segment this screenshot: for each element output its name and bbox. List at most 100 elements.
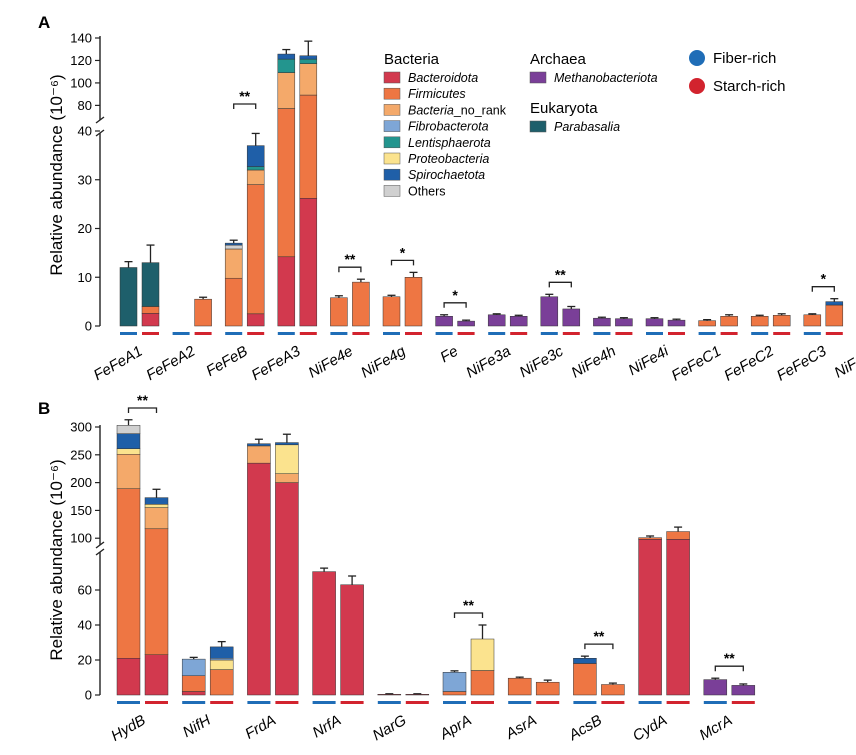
legend-item-label: Fiber-rich [713, 50, 776, 67]
x-tick-label: NrfA [310, 712, 344, 742]
group-indicator [601, 701, 625, 704]
legend-item-label: Spirochaetota [408, 168, 485, 182]
group-indicator [383, 332, 400, 335]
x-tick-label: FeFeC1 [669, 343, 724, 385]
bar-segment [116, 448, 141, 455]
significance-label: ** [239, 88, 250, 104]
bar-segment [275, 473, 299, 483]
bar-segment [116, 433, 141, 449]
bar-segment [470, 670, 495, 696]
bar-segment [116, 425, 141, 434]
legend-swatch [383, 120, 401, 132]
significance-bracket [443, 302, 467, 308]
panel-label: B [38, 399, 50, 418]
bar-segment [509, 316, 528, 327]
bar-segment [312, 571, 336, 696]
x-tick-label: NiFe3c [517, 342, 567, 381]
bar-segment [209, 659, 234, 670]
bar-segment [181, 675, 206, 692]
bar-segment [275, 442, 299, 446]
bar-segment [470, 638, 495, 671]
bar-segment [825, 301, 844, 306]
x-tick-label: NiFe4e [306, 343, 356, 382]
bar-segment [116, 453, 141, 489]
bar-segment [224, 244, 243, 250]
significance-bracket [127, 407, 158, 413]
significance-label: ** [344, 251, 355, 267]
legend-item-label: Others [408, 184, 446, 198]
group-indicator [275, 701, 299, 704]
legend-item-label: Bacteria_no_rank [408, 103, 507, 117]
group-indicator [562, 332, 580, 335]
legend-item-label: Bacteroidota [408, 71, 478, 85]
bar-segment [277, 72, 296, 109]
x-tick-label: Fe [437, 343, 461, 366]
group-indicator [405, 332, 422, 335]
axis-break-mark [95, 541, 105, 549]
legend-title: Eukaryota [530, 100, 598, 117]
group-indicator [573, 701, 597, 704]
bar-segment [487, 314, 506, 327]
y-tick-label: 10 [78, 270, 92, 285]
bar-segment [277, 53, 296, 60]
x-tick-label: McrA [696, 712, 735, 744]
group-indicator [720, 332, 738, 335]
bar-segment [224, 248, 243, 279]
group-indicator [340, 701, 364, 704]
group-indicator [443, 701, 466, 704]
legend-swatch [383, 168, 401, 181]
axis-break-mark [95, 129, 105, 137]
legend-item-label: Methanobacteriota [554, 71, 658, 85]
x-tick-label: NiFe4h [569, 343, 619, 382]
y-tick-label: 60 [78, 583, 92, 598]
bar-segment [246, 169, 265, 185]
x-tick-label: NiFe4i [625, 342, 672, 379]
legend-swatch [529, 120, 547, 133]
bar-segment [247, 462, 271, 696]
x-tick-label: NarG [370, 712, 410, 745]
legend-swatch [383, 71, 401, 84]
legend-dot [689, 50, 705, 66]
legend-swatch [383, 152, 401, 165]
bar-segment [638, 539, 662, 696]
group-indicator [666, 701, 690, 704]
panel-b: B Relative abundance (10⁻⁶) 0 20 40 60 100 150 2… [38, 392, 756, 745]
x-tick-label: AsrA [502, 712, 540, 743]
y-tick-label: 140 [70, 31, 92, 46]
bar-segment [119, 267, 138, 327]
group-indicator [457, 332, 475, 335]
group-indicator [803, 332, 821, 335]
bar-segment [224, 242, 243, 246]
bar-segment [299, 63, 318, 96]
group-indicator [405, 701, 429, 704]
bar-segment [666, 531, 690, 540]
bar-segment [667, 319, 686, 327]
bar-segment [731, 685, 756, 696]
y-axis-label: Relative abundance (10⁻⁶) [47, 74, 66, 275]
bar-segment [698, 320, 716, 327]
y-tick-label: 120 [70, 53, 92, 68]
bar-segment [209, 669, 234, 696]
bar-segment [507, 677, 532, 696]
legend-swatch [383, 185, 401, 197]
group-indicator [182, 701, 206, 704]
axis-break-mark [95, 116, 105, 124]
bar-segment [666, 539, 690, 696]
bar-segment [277, 256, 296, 327]
bar-segment [299, 58, 318, 64]
y-tick-label: 0 [85, 319, 92, 334]
bar-segment [638, 537, 662, 540]
bar-segment [181, 691, 206, 696]
bar-segment [615, 318, 633, 327]
bar-segment [330, 297, 348, 327]
significance-bracket [584, 643, 614, 650]
group-indicator [668, 332, 685, 335]
group-indicator [536, 701, 560, 704]
significance-bracket [390, 259, 415, 266]
legend-title: Archaea [530, 51, 587, 68]
bar-segment [275, 482, 299, 696]
x-tick-label: FeFeA2 [143, 342, 198, 384]
group-indicator [698, 332, 716, 335]
bar-segment [144, 507, 169, 530]
